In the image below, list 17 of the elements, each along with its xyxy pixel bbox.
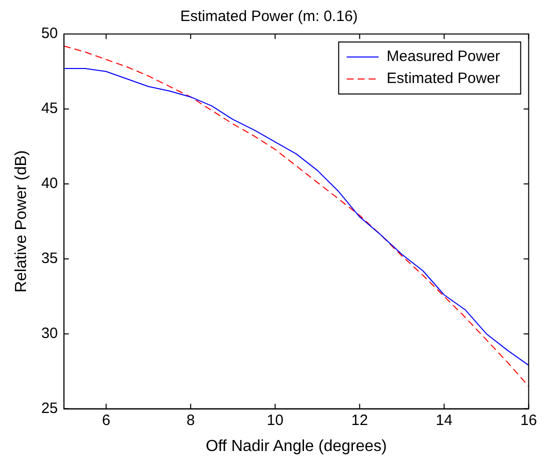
y-tick-label: 50 <box>41 25 58 42</box>
x-axis-title: Off Nadir Angle (degrees) <box>206 438 387 455</box>
legend-label: Estimated Power <box>386 70 500 88</box>
x-tick-label: 12 <box>351 412 368 429</box>
y-axis-title: Relative Power (dB) <box>13 150 30 293</box>
y-tick-label: 40 <box>41 175 58 192</box>
x-tick-label: 10 <box>266 412 284 429</box>
legend-label: Measured Power <box>386 48 500 66</box>
x-tick-label: 8 <box>186 412 195 429</box>
x-tick-label: 16 <box>520 412 537 429</box>
y-tick-label: 45 <box>41 100 58 118</box>
y-tick-label: 35 <box>41 250 58 268</box>
x-tick-label: 6 <box>102 412 110 429</box>
y-tick-label: 30 <box>41 324 58 342</box>
chart-title: Estimated Power (m: 0.16) <box>180 8 358 26</box>
y-tick-label: 25 <box>41 400 58 417</box>
x-tick-label: 14 <box>436 412 452 429</box>
